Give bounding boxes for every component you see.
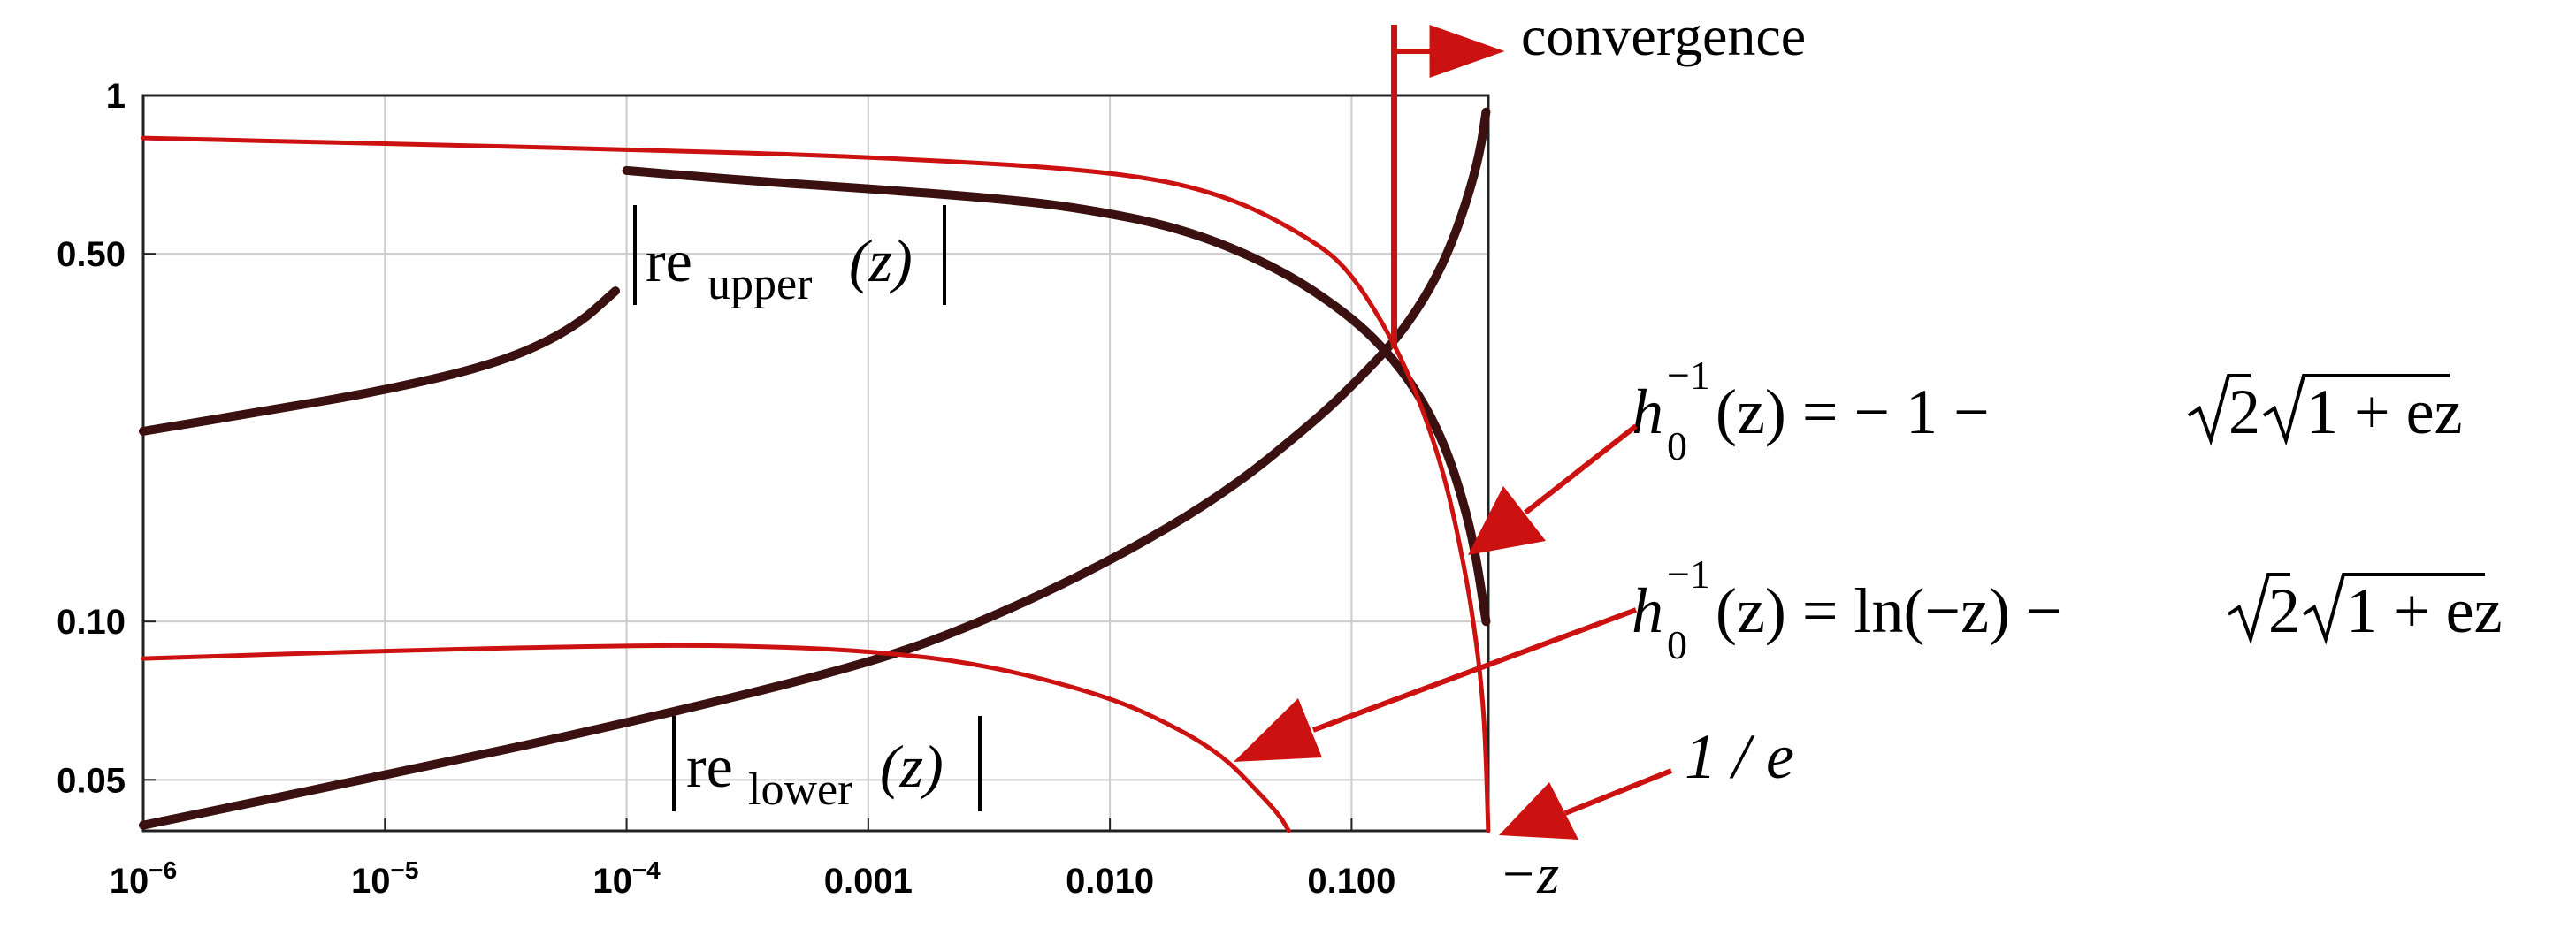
h-lower-sqrt2: 1 + ez bbox=[2346, 575, 2503, 646]
sqrt-sign-1 bbox=[2187, 374, 2251, 446]
x-tick-label: 0.001 bbox=[824, 862, 913, 901]
y-tick-label: 1 bbox=[106, 77, 126, 116]
re-lower-main: re bbox=[686, 733, 733, 800]
annotation-arrows bbox=[1234, 423, 1673, 840]
h-upper-formula: h −1 0 (z) = − 1 − 2 1 + ez bbox=[1632, 353, 2463, 468]
x-tick-label: 10−5 bbox=[351, 856, 418, 901]
convergence-arrow-head bbox=[1429, 25, 1505, 78]
series-line-3 bbox=[139, 107, 1491, 830]
axis-ticks: 10−6 10−5 10−4 0.001 0.010 0.100 1 0.50 0.10 0.05… bbox=[57, 77, 1559, 905]
re-upper-main: re bbox=[646, 227, 692, 294]
series-line-1 bbox=[622, 165, 1491, 627]
x-tick-label: 0.100 bbox=[1307, 862, 1395, 901]
sqrt-sign-2 bbox=[2262, 374, 2450, 446]
h-lower-sqrt1: 2 bbox=[2268, 575, 2300, 646]
arrow-inv-e-shaft bbox=[1563, 768, 1673, 816]
h-upper-sup: −1 bbox=[1667, 353, 1710, 398]
re-upper-sub: upper bbox=[707, 259, 812, 309]
x-tick-label: 0.010 bbox=[1066, 862, 1154, 901]
re-upper-arg: (z) bbox=[849, 227, 913, 294]
convergence-marker: convergence bbox=[1391, 4, 1806, 349]
x-tick-label: 10−6 bbox=[110, 856, 177, 901]
inv-e-label: 1 / e bbox=[1685, 721, 1794, 792]
arrow-h-lower-shaft bbox=[1311, 607, 1638, 733]
h-upper-sub: 0 bbox=[1667, 423, 1687, 468]
arrow-inv-e-head bbox=[1499, 782, 1578, 840]
convergence-label: convergence bbox=[1521, 4, 1806, 67]
h-upper-h: h bbox=[1632, 377, 1663, 447]
series-line-5 bbox=[141, 643, 1291, 833]
sqrt-sign-2 bbox=[2302, 573, 2485, 645]
re-lower-label: re lower (z) bbox=[672, 716, 982, 815]
h-lower-rhs: (z) = ln(−z) − bbox=[1716, 575, 2078, 646]
arrow-h-upper-head bbox=[1468, 486, 1546, 555]
h-lower-sub: 0 bbox=[1667, 622, 1687, 667]
h-upper-sqrt1: 2 bbox=[2228, 377, 2260, 447]
y-tick-label: 0.50 bbox=[57, 235, 126, 274]
arrow-h-upper-shaft bbox=[1524, 423, 1638, 515]
x-axis-label: −z bbox=[1499, 842, 1559, 905]
plot-frame bbox=[141, 94, 1490, 833]
h-lower-h: h bbox=[1632, 575, 1663, 646]
series-group bbox=[139, 107, 1491, 833]
sqrt-sign-1 bbox=[2227, 573, 2290, 645]
h-upper-rhs: (z) = − 1 − bbox=[1716, 377, 2006, 447]
y-tick-label: 0.05 bbox=[57, 761, 126, 800]
re-lower-arg: (z) bbox=[880, 733, 944, 800]
series-line-4 bbox=[141, 135, 1491, 833]
series-line-2 bbox=[139, 286, 621, 436]
x-tick-label: 10−4 bbox=[592, 856, 661, 901]
re-upper-label: re upper (z) bbox=[633, 205, 946, 309]
h-lower-sup: −1 bbox=[1667, 552, 1710, 597]
h-lower-formula: h −1 0 (z) = ln(−z) − 2 1 + ez bbox=[1632, 552, 2503, 667]
re-lower-sub: lower bbox=[748, 765, 852, 815]
y-tick-label: 0.10 bbox=[57, 603, 126, 642]
arrow-h-lower-head bbox=[1234, 698, 1322, 762]
h-upper-sqrt2: 1 + ez bbox=[2306, 377, 2463, 447]
